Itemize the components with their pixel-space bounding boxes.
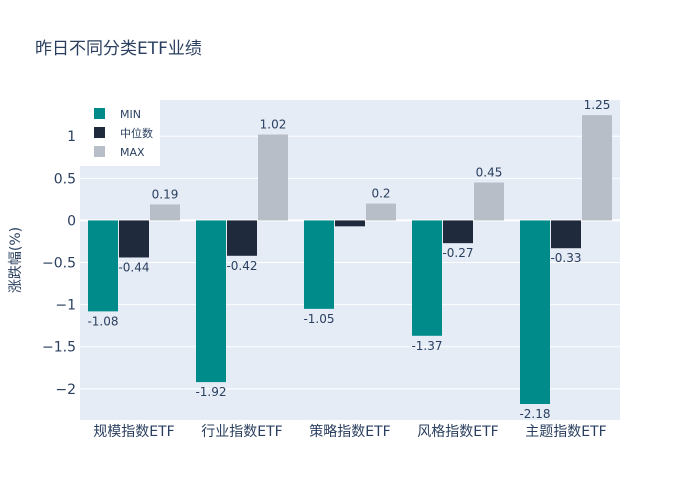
y-tick-label: −0.5 xyxy=(42,256,76,272)
legend-swatch-MAX xyxy=(94,146,105,157)
legend-swatch-MIN xyxy=(94,108,105,119)
data-label: 1.02 xyxy=(260,118,287,132)
x-tick-label: 规模指数ETF xyxy=(93,424,174,440)
data-label: -1.92 xyxy=(195,385,226,399)
bar-MAX xyxy=(150,204,180,221)
bar-MAX xyxy=(366,203,396,221)
bar-MIN xyxy=(196,220,226,383)
legend-label: MIN xyxy=(120,108,141,121)
bar-中位数 xyxy=(551,220,581,249)
x-tick-label: 策略指数ETF xyxy=(309,423,390,440)
bar-中位数 xyxy=(119,220,149,258)
bar-MIN xyxy=(88,220,118,312)
y-tick-label: 0 xyxy=(67,213,76,229)
data-label: 1.25 xyxy=(584,98,611,112)
legend-label: 中位数 xyxy=(120,126,153,140)
y-axis-title: 涨跌幅(%) xyxy=(8,227,24,293)
bar-MIN xyxy=(304,220,334,309)
y-tick-label: −2 xyxy=(55,382,76,398)
data-label: -1.37 xyxy=(411,339,442,353)
y-tick-label: −1 xyxy=(55,298,76,314)
data-label: -1.05 xyxy=(303,312,334,326)
data-label: 0.19 xyxy=(152,187,179,201)
legend-label: MAX xyxy=(120,146,145,159)
bar-MAX xyxy=(474,182,504,221)
data-label: -0.44 xyxy=(118,260,149,274)
y-tick-label: −1.5 xyxy=(42,340,76,356)
x-tick-label: 行业指数ETF xyxy=(201,424,282,440)
data-label: -0.33 xyxy=(550,251,581,265)
bar-中位数 xyxy=(443,220,473,244)
y-tick-label: 1 xyxy=(67,129,76,145)
data-label: -1.08 xyxy=(87,314,118,328)
data-label: -2.18 xyxy=(519,407,550,421)
bar-MIN xyxy=(412,220,442,336)
chart-title: 昨日不同分类ETF业绩 xyxy=(35,39,202,59)
y-tick-label: 0.5 xyxy=(54,171,76,187)
bar-中位数 xyxy=(335,220,365,227)
bar-MIN xyxy=(520,220,550,404)
data-label: -0.27 xyxy=(442,246,473,260)
bar-MAX xyxy=(258,134,288,221)
data-label: 0.2 xyxy=(371,187,390,201)
bar-MAX xyxy=(582,115,612,221)
bar-中位数 xyxy=(227,220,257,256)
data-label: 0.45 xyxy=(476,166,503,180)
data-label: -0.42 xyxy=(226,259,257,273)
x-tick-label: 主题指数ETF xyxy=(525,424,606,440)
x-tick-label: 风格指数ETF xyxy=(417,424,498,440)
legend-box xyxy=(80,100,160,166)
legend-swatch-中位数 xyxy=(94,127,105,138)
